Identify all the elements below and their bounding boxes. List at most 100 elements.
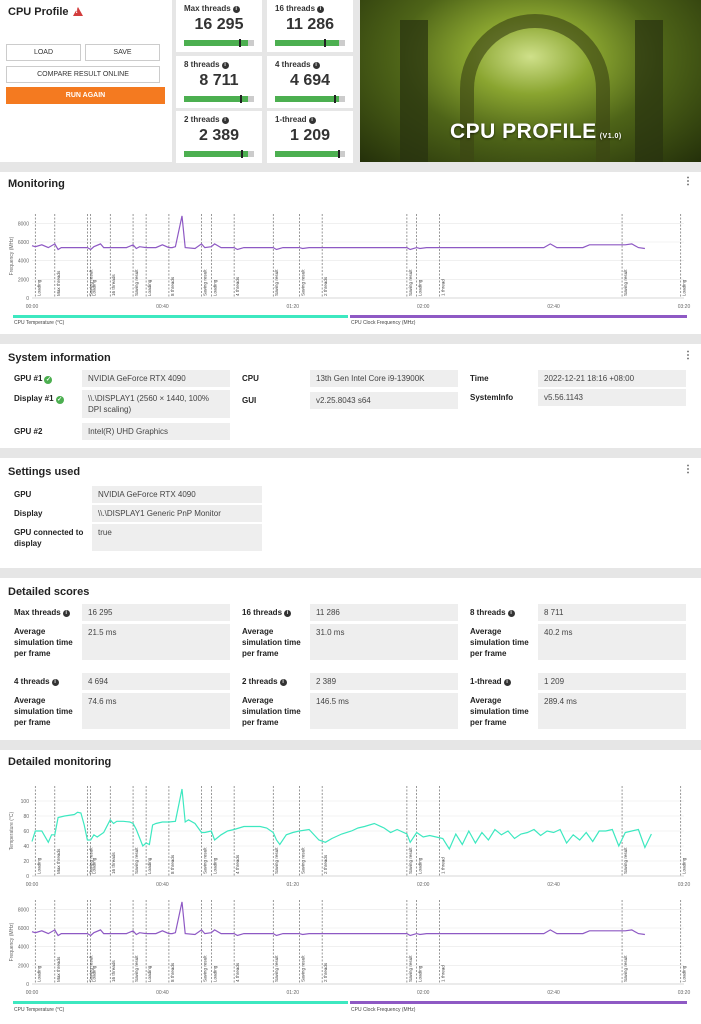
score-bar-marker [238, 39, 241, 47]
score-bar-fill [184, 96, 249, 102]
avg-sim-time-label: Average simulation time per frame [14, 696, 73, 727]
phase-marker-label: 8 threads [170, 854, 175, 874]
phase-marker-label: Saving result [274, 955, 279, 982]
legend-clock-bar[interactable] [350, 315, 687, 318]
phase-marker-label: 8 threads [170, 962, 175, 982]
check-icon: ✓ [55, 396, 64, 404]
info-icon[interactable]: i [62, 610, 70, 617]
y-tick-label: 100 [21, 799, 30, 805]
info-icon[interactable]: i [507, 610, 515, 617]
avg-sim-time-label: Average simulation time per frame [470, 696, 529, 727]
score-label: 8 threads i [184, 60, 229, 69]
info-icon[interactable]: i [284, 610, 292, 617]
score-tile: 1-thread i 1 209 [267, 111, 353, 163]
x-tick-label: 03:20 [678, 990, 691, 996]
phase-marker-label: Saving result [408, 269, 413, 296]
phase-marker-label: 1 thread [441, 965, 446, 982]
profile-card: CPU Profile LOAD SAVE COMPARE RESULT ONL… [0, 0, 172, 162]
phase-marker-label: 4 threads [235, 854, 240, 874]
gpu1-label: GPU #1 ✓ [14, 374, 53, 384]
info-icon[interactable]: i [317, 6, 325, 13]
settings-title: Settings used [8, 466, 81, 478]
monitoring-title: Monitoring [8, 178, 65, 190]
phase-marker-label: 2 threads [323, 854, 328, 874]
info-icon[interactable]: i [503, 679, 511, 686]
x-tick-label: 02:40 [547, 882, 560, 888]
phase-marker-label: 16 threads [111, 960, 116, 982]
run-again-button[interactable]: RUN AGAIN [6, 87, 165, 104]
detailed-monitoring-title: Detailed monitoring [8, 756, 112, 768]
phase-marker-label: Max threads [56, 956, 61, 982]
y-tick-label: 80 [23, 814, 29, 820]
y-axis-label: Frequency (MHz) [9, 922, 15, 961]
detailed-legend-clock-bar[interactable] [350, 1001, 687, 1004]
legend-temp-bar[interactable] [13, 315, 348, 318]
y-tick-label: 4000 [18, 945, 29, 951]
info-icon[interactable]: i [232, 6, 240, 13]
x-tick-label: 00:00 [26, 990, 39, 996]
score-label: 16 threads i [275, 4, 325, 13]
phase-marker-label: Saving result [134, 847, 139, 874]
gui-label: GUI [242, 396, 257, 405]
avg-sim-time-label: Average simulation time per frame [14, 627, 73, 658]
x-tick-label: 01:20 [287, 990, 300, 996]
phase-marker-label: Saving result [408, 847, 413, 874]
score-value: 4 694 [289, 72, 331, 89]
score-bar [275, 95, 345, 103]
info-icon[interactable]: i [51, 679, 59, 686]
info-icon[interactable]: i [312, 62, 320, 69]
hero-pillar-right [635, 20, 663, 162]
score-tile: Max threads i 16 295 [176, 0, 262, 52]
system-info-menu-icon[interactable]: ⋮ [683, 350, 693, 361]
avg-sim-time-value: 31.0 ms [310, 624, 458, 660]
x-tick-label: 00:40 [156, 304, 169, 310]
warning-icon[interactable] [72, 7, 83, 16]
score-label: Max threads i [184, 4, 240, 13]
detailed-scores-card: Detailed scores Max threads i 16 295 Averag… [0, 578, 701, 740]
phase-marker-label: 16 threads [111, 852, 116, 874]
info-icon[interactable]: i [221, 62, 229, 69]
score-value: 11 286 [285, 16, 335, 33]
detailed-scores-title: Detailed scores [8, 586, 90, 598]
detailed-score-value: 16 295 [82, 604, 230, 621]
load-button[interactable]: LOAD [6, 44, 81, 61]
phase-marker-label: Loading [212, 965, 217, 982]
phase-marker-label: 2 threads [323, 962, 328, 982]
score-bar-fill [275, 151, 340, 157]
phase-marker-label: Loading [212, 857, 217, 874]
y-tick-label: 4000 [18, 259, 29, 265]
score-value: 1 209 [289, 127, 331, 144]
hero-banner: CPU PROFILE (V1.0) [360, 0, 701, 162]
detailed-score-value: 1 209 [538, 673, 686, 690]
phase-marker-label: Saving result [134, 955, 139, 982]
monitoring-card: Monitoring ⋮ 0 2000 4000 6000 8000 00:00 00:40… [0, 172, 701, 334]
detailed-temperature-chart: 0 20 40 60 80 100 00:00 00:40 01:20 02:00 02:40 03:… [9, 786, 690, 888]
info-icon[interactable]: i [221, 117, 229, 124]
phase-marker-label: 4 threads [235, 962, 240, 982]
detailed-legend-temp-bar[interactable] [13, 1001, 348, 1004]
phase-marker-label: Saving result [134, 269, 139, 296]
score-bar [184, 150, 254, 158]
phase-marker-label: Saving result [274, 269, 279, 296]
display1-label: Display #1 ✓ [14, 394, 64, 404]
score-bar [275, 150, 345, 158]
info-icon[interactable]: i [308, 117, 316, 124]
save-button[interactable]: SAVE [85, 44, 160, 61]
avg-sim-time-label: Average simulation time per frame [470, 627, 529, 658]
score-bar-marker [338, 150, 340, 158]
phase-marker-label: Loading [418, 279, 423, 296]
phase-marker-label: Loading [147, 279, 152, 296]
compare-result-button[interactable]: COMPARE RESULT ONLINE [6, 66, 160, 83]
phase-marker-label: Loading [92, 857, 97, 874]
y-tick-label: 2000 [18, 277, 29, 283]
settings-gpu-connected-value: true [92, 524, 262, 551]
phase-marker-label: Loading [36, 279, 41, 296]
x-tick-label: 02:00 [417, 990, 430, 996]
time-label: Time [470, 374, 489, 383]
settings-menu-icon[interactable]: ⋮ [683, 464, 693, 475]
phase-marker-label: Saving result [623, 847, 628, 874]
info-icon[interactable]: i [279, 679, 287, 686]
monitoring-menu-icon[interactable]: ⋮ [683, 176, 693, 187]
phase-marker-label: Saving result [300, 269, 305, 296]
phase-marker-label: Saving result [300, 955, 305, 982]
